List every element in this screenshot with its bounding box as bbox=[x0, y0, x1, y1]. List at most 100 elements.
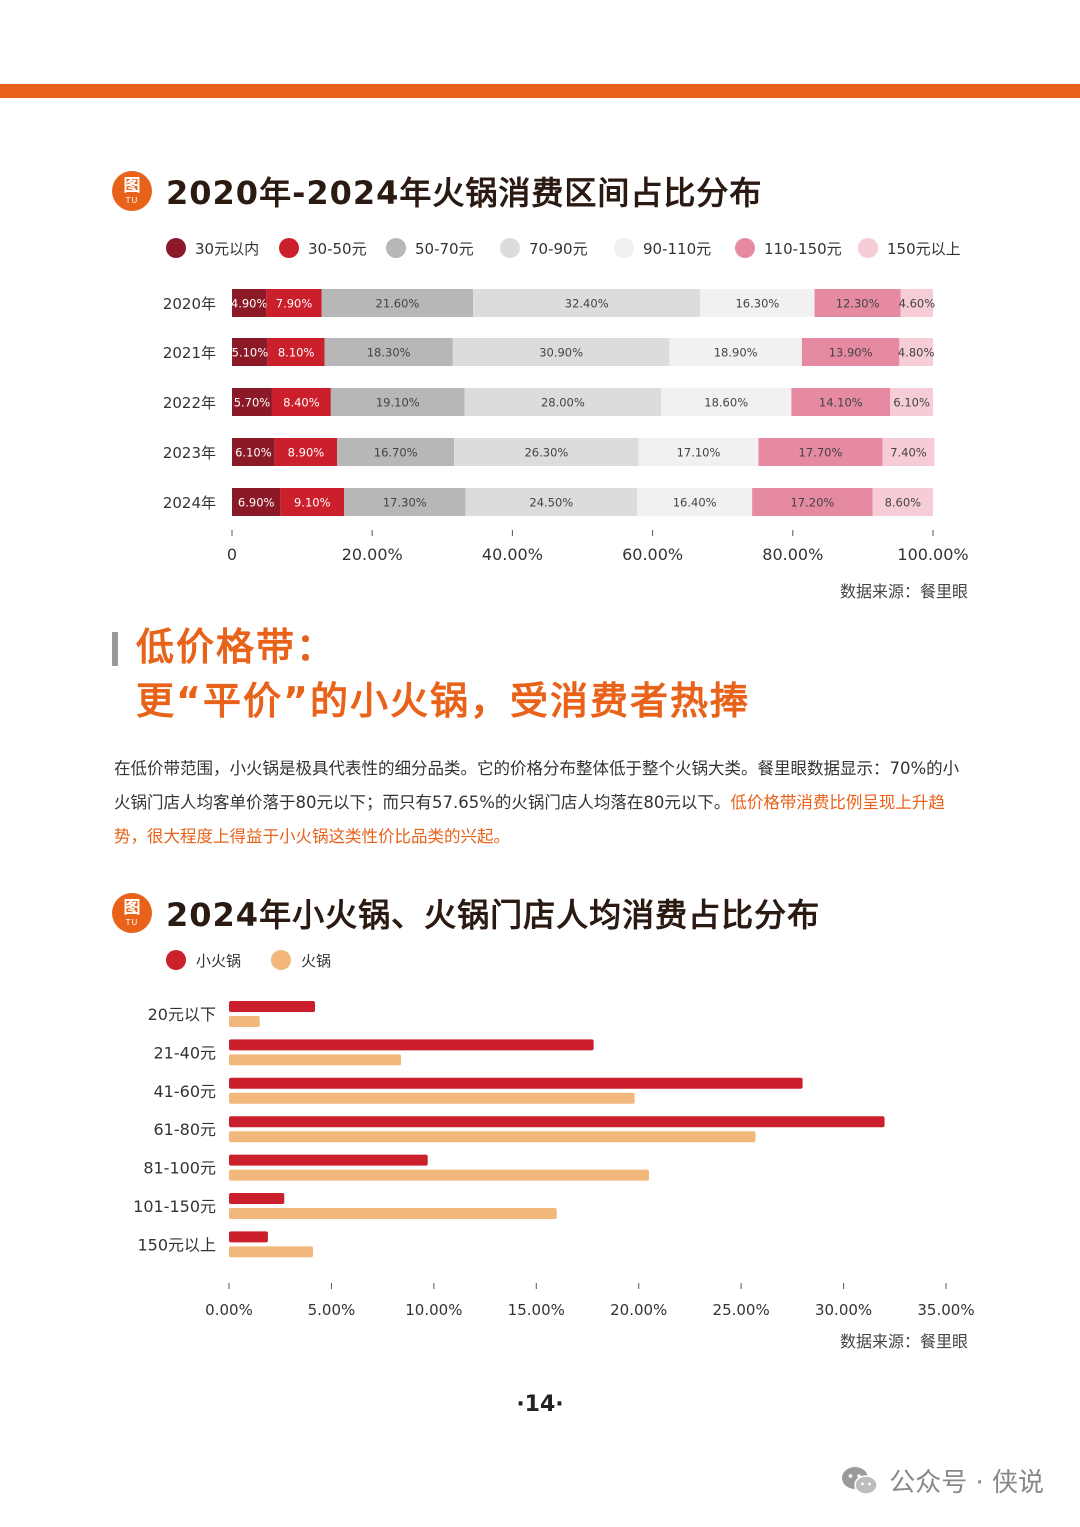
top-accent-bar bbox=[0, 84, 1080, 98]
data-label: 6.90% bbox=[238, 496, 275, 510]
data-label: 28.00% bbox=[541, 396, 585, 410]
category-label: 81-100元 bbox=[143, 1159, 216, 1178]
bar-segment bbox=[464, 388, 662, 416]
data-label: 8.90% bbox=[288, 446, 325, 460]
data-label: 9.10% bbox=[294, 496, 331, 510]
badge-subtext: TU bbox=[125, 195, 139, 205]
figure-badge-icon: 图 TU bbox=[112, 893, 152, 933]
data-label: 16.70% bbox=[374, 446, 418, 460]
bar-segment bbox=[267, 338, 325, 366]
legend-item: 小火锅 bbox=[166, 950, 241, 970]
legend-item: 90-110元 bbox=[614, 238, 711, 258]
bar bbox=[229, 1154, 428, 1166]
bar-segment bbox=[900, 289, 933, 317]
paragraph-text: 在低价带范围，小火锅是极具代表性的细分品类。它的价格分布整体低于整个火锅大类。餐… bbox=[114, 759, 960, 812]
bar bbox=[229, 1169, 649, 1181]
data-label: 17.70% bbox=[799, 446, 843, 460]
bar bbox=[229, 1016, 260, 1027]
tick-label: 0 bbox=[227, 545, 237, 564]
category-label: 150元以上 bbox=[137, 1235, 216, 1254]
section-heading-line1: 低价格带： bbox=[136, 625, 337, 669]
category-label: 20元以下 bbox=[148, 1005, 216, 1024]
badge-text: 图 bbox=[123, 175, 141, 196]
legend-label: 火锅 bbox=[301, 952, 331, 970]
bar-segment bbox=[274, 438, 338, 466]
legend-item: 30元以内 bbox=[166, 238, 259, 258]
tick-label: 10.00% bbox=[405, 1301, 462, 1319]
watermark: 公众号 · 侠说 bbox=[841, 1462, 1044, 1499]
bar bbox=[229, 1077, 803, 1089]
legend-item: 110-150元 bbox=[735, 238, 842, 258]
bar-segment bbox=[324, 338, 453, 366]
legend-label: 70-90元 bbox=[529, 240, 588, 258]
bar bbox=[229, 1054, 402, 1066]
category-label: 41-60元 bbox=[154, 1082, 217, 1101]
figure1-heading: 2020年-2024年火锅消费区间占比分布 bbox=[166, 174, 763, 212]
data-label: 26.30% bbox=[524, 446, 568, 460]
category-label: 2024年 bbox=[163, 494, 216, 512]
category-label: 2021年 bbox=[163, 344, 216, 362]
legend-label: 30元以内 bbox=[195, 240, 259, 258]
bar-segment bbox=[232, 488, 281, 516]
body-paragraph: 在低价带范围，小火锅是极具代表性的细分品类。它的价格分布整体低于整个火锅大类。餐… bbox=[114, 752, 970, 854]
legend-swatch bbox=[858, 238, 878, 258]
paragraph-highlight: 低价格带消费比例呈现上升趋势，很大程度上得益于小火锅这类性价比品类的兴起。 bbox=[114, 793, 945, 846]
legend-label: 90-110元 bbox=[643, 240, 711, 258]
data-label: 12.30% bbox=[836, 297, 880, 311]
data-label: 13.90% bbox=[829, 346, 873, 360]
bar-segment bbox=[465, 488, 638, 516]
bar-segment bbox=[669, 338, 802, 366]
data-label: 6.10% bbox=[235, 446, 272, 460]
page-number: ·14· bbox=[516, 1392, 564, 1417]
stacked-bar-chart: 30元以内 30-50元 50-70元 70-90元 90-110元 110-150元 15… bbox=[163, 238, 969, 564]
legend-swatch bbox=[166, 238, 186, 258]
data-label: 16.30% bbox=[735, 297, 779, 311]
data-label: 19.10% bbox=[376, 396, 420, 410]
bar bbox=[229, 1231, 268, 1243]
data-label: 7.90% bbox=[276, 297, 313, 311]
tick-label: 20.00% bbox=[342, 545, 403, 564]
category-label: 21-40元 bbox=[154, 1043, 217, 1062]
data-label: 14.10% bbox=[819, 396, 863, 410]
bar-segment bbox=[280, 488, 345, 516]
data-label: 5.70% bbox=[234, 396, 271, 410]
data-label: 17.30% bbox=[383, 496, 427, 510]
category-label: 2022年 bbox=[163, 394, 216, 412]
bar-segment bbox=[638, 438, 759, 466]
data-label: 30.90% bbox=[539, 346, 583, 360]
bar-segment bbox=[232, 438, 275, 466]
data-label: 4.60% bbox=[899, 297, 936, 311]
tick-label: 20.00% bbox=[610, 1301, 667, 1319]
bar-segment bbox=[899, 338, 933, 366]
bar-segment bbox=[232, 289, 267, 317]
category-label: 61-80元 bbox=[154, 1120, 217, 1139]
data-label: 4.90% bbox=[231, 297, 268, 311]
legend-label: 小火锅 bbox=[196, 952, 241, 970]
section-marker bbox=[112, 632, 118, 666]
bar bbox=[229, 1131, 756, 1143]
bar-segment bbox=[266, 289, 322, 317]
legend-item: 50-70元 bbox=[386, 238, 474, 258]
watermark-text: 公众号 · 侠说 bbox=[889, 1468, 1044, 1498]
bar-segment bbox=[321, 289, 474, 317]
category-label: 2020年 bbox=[163, 295, 216, 313]
data-label: 24.50% bbox=[529, 496, 573, 510]
tick-label: 40.00% bbox=[482, 545, 543, 564]
figure2-title: 图 TU 2024年小火锅、火锅门店人均消费占比分布 bbox=[112, 890, 820, 936]
legend-swatch bbox=[614, 238, 634, 258]
legend-swatch bbox=[500, 238, 520, 258]
data-label: 7.40% bbox=[890, 446, 927, 460]
legend-label: 30-50元 bbox=[308, 240, 367, 258]
bar bbox=[229, 1039, 594, 1051]
bar-segment bbox=[882, 438, 935, 466]
legend-label: 110-150元 bbox=[764, 240, 842, 258]
data-label: 6.10% bbox=[893, 396, 930, 410]
bar-segment bbox=[814, 289, 901, 317]
bar-segment bbox=[872, 488, 933, 516]
badge-subtext: TU bbox=[125, 917, 139, 927]
legend-swatch bbox=[386, 238, 406, 258]
figure1-title: 图 TU 2020年-2024年火锅消费区间占比分布 bbox=[112, 168, 762, 214]
tick-label: 15.00% bbox=[508, 1301, 565, 1319]
legend-swatch bbox=[279, 238, 299, 258]
data-label: 18.60% bbox=[704, 396, 748, 410]
